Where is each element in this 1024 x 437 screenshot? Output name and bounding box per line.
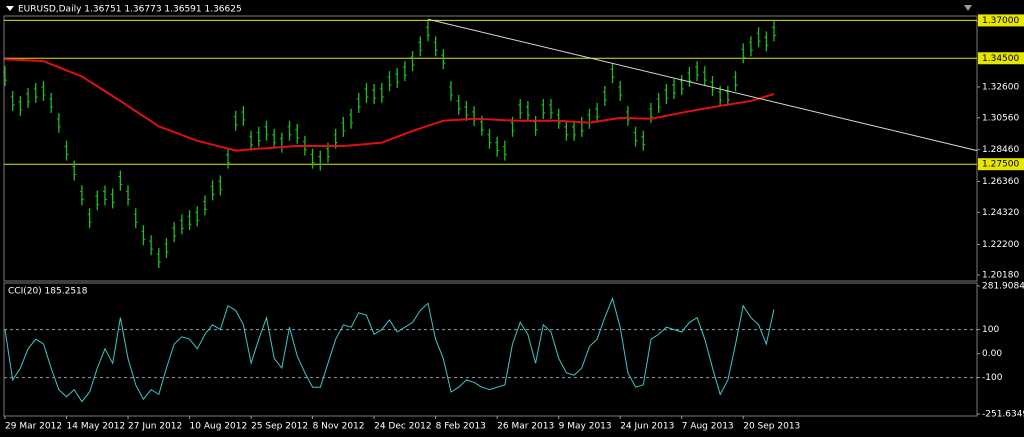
cci-panel-frame [3,282,978,417]
trendline [427,18,978,152]
level-label-box [978,158,1024,171]
y-tick-label: 1.24320 [982,208,1019,218]
y-tick-label: 100 [982,325,999,335]
menu-arrow [6,6,14,11]
y-tick-label: 1.28460 [982,145,1019,155]
x-tick-label: 20 Sep 2013 [743,422,800,432]
x-tick-label: 7 Aug 2013 [682,422,734,432]
y-tick-label: 1.20180 [982,271,1019,281]
y-tick-label: 1.22200 [982,240,1019,250]
x-tick-label: 24 Dec 2012 [374,422,432,432]
x-tick-label: 24 Jun 2013 [620,422,674,432]
x-tick-label: 29 Mar 2012 [5,422,62,432]
level-label: 1.37000 [982,16,1019,26]
price-panel-frame [3,15,978,282]
x-tick-label: 26 Mar 2013 [497,422,554,432]
level-label-box [978,52,1024,65]
x-tick-label: 14 May 2012 [67,422,126,432]
shift-marker [964,5,972,11]
indicator-title: CCI(20) 185.2518 [8,287,88,297]
chart-title: EURUSD,Daily 1.36751 1.36773 1.36591 1.3… [18,5,242,15]
y-tick-label: -100 [982,373,1003,383]
x-tick-label: 9 May 2013 [559,422,612,432]
y-tick-label: 1.32600 [982,83,1019,93]
x-tick-label: 8 Nov 2012 [313,422,365,432]
moving-average [4,58,775,152]
cci-line [4,296,775,403]
x-tick-label: 8 Feb 2013 [436,422,486,432]
level-label: 1.34500 [982,54,1019,64]
y-tick-label: 1.26360 [982,177,1019,187]
y-tick-label: 1.30560 [982,113,1019,123]
y-tick-label: 281.9084 [982,282,1024,292]
x-tick-label: 10 Aug 2012 [190,422,248,432]
x-tick-label: 25 Sep 2012 [251,422,308,432]
level-label-box [978,14,1024,27]
level-label: 1.27500 [982,160,1019,170]
y-tick-label: 0.00 [982,349,1002,359]
y-tick-label: -251.6349 [982,410,1024,420]
x-tick-label: 27 Jun 2012 [128,422,182,432]
